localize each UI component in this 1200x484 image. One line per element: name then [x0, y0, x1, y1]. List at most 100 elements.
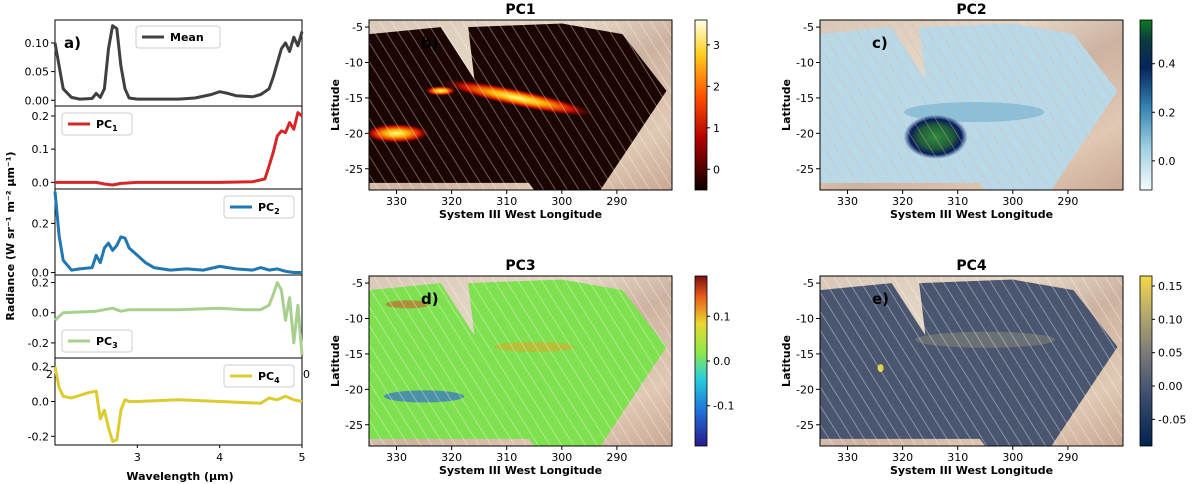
map-axes-map2	[819, 19, 1124, 191]
stray-tick-right: 0	[303, 368, 310, 381]
colorbar-tick-label: 0.0	[1158, 155, 1176, 168]
spectral-xtick-label: 5	[299, 451, 306, 464]
map-ytick-label: -20	[345, 383, 363, 396]
colorbar-tick-label: 0.2	[1158, 106, 1176, 119]
ytick-label: 0.2	[32, 110, 50, 123]
colorbar-tick-label: 3	[713, 39, 720, 52]
map-xtick-label: 330	[386, 195, 407, 208]
map-ytick-label: -10	[345, 313, 363, 326]
colorbar-tick-label: 0	[713, 163, 720, 176]
map-xtick-label: 310	[496, 451, 517, 464]
map-xtick-label: 290	[1057, 195, 1078, 208]
map-ytick-label: -15	[796, 92, 814, 105]
ytick-label: 0.1	[32, 143, 50, 156]
ytick-label: 0.2	[32, 217, 50, 230]
scan-stripes	[820, 20, 1123, 190]
ytick-label: 0.0	[32, 307, 50, 320]
map-axes-map3	[368, 275, 673, 447]
map-xtick-label: 310	[947, 195, 968, 208]
map-ytick-label: -10	[345, 57, 363, 70]
scan-stripes	[820, 276, 1123, 446]
map-ytick-label: -25	[345, 419, 363, 432]
series-line-pc2	[53, 191, 302, 274]
map-ytick-label: -25	[796, 163, 814, 176]
colorbar-tick-label: -0.05	[1158, 413, 1186, 426]
map-xtick-label: 310	[947, 451, 968, 464]
ytick-label: -0.2	[28, 430, 49, 443]
map-panel-map4: PC4 e) 330 320 310 300 290 -5 -10 -15 -20 -25 System…	[780, 258, 1186, 477]
ytick-label: 0.05	[25, 66, 50, 79]
map-x-label: System III West Longitude	[439, 464, 602, 477]
map-x-label: System III West Longitude	[890, 208, 1053, 221]
map-xtick-label: 330	[386, 451, 407, 464]
map-ytick-label: -5	[803, 277, 814, 290]
map-x-label: System III West Longitude	[890, 464, 1053, 477]
colorbar-tick-label: 0.00	[1158, 380, 1183, 393]
map-image-map3	[369, 276, 672, 446]
colorbar-tick-label: 0.1	[713, 310, 731, 323]
series-line-pc3	[53, 281, 304, 356]
map-xtick-label: 300	[551, 451, 572, 464]
ytick-label: 0.0	[32, 176, 50, 189]
legend-label-mean: Mean	[170, 31, 204, 44]
colorbar-tick-label: 0.4	[1158, 58, 1176, 71]
ytick-label: 0.0	[32, 396, 50, 409]
map-axes-map1	[368, 19, 673, 191]
map-xtick-label: 290	[606, 195, 627, 208]
map-xtick-label: 290	[606, 451, 627, 464]
map-y-label: Latitude	[780, 79, 793, 131]
map-image-map2	[820, 20, 1123, 190]
map-panel-map2: PC2 c) 330 320 310 300 290 -5 -10 -15 -20 -25 System…	[780, 2, 1176, 221]
spectral-panel-mean: 0.00 0.05 0.10 Mean a)	[25, 19, 304, 109]
map-panel-label-map3: d)	[421, 290, 439, 308]
map-ytick-label: -5	[803, 21, 814, 34]
colorbar-map3	[694, 275, 708, 447]
map-ytick-label: -15	[796, 348, 814, 361]
ytick-label: 0.10	[25, 37, 50, 50]
map-panel-label-map4: e)	[872, 290, 889, 308]
spectral-y-label: Radiance (W sr⁻¹ m⁻² μm⁻¹)	[4, 151, 17, 320]
colorbar-map1	[694, 19, 708, 191]
map-ytick-label: -20	[345, 127, 363, 140]
ytick-label: 0.2	[32, 277, 50, 290]
series-line-mean	[53, 24, 304, 101]
legend-box-pc1	[61, 112, 133, 136]
map-xtick-label: 300	[1002, 195, 1023, 208]
colorbar-tick-label: 0.0	[713, 355, 731, 368]
map-ytick-label: -15	[345, 348, 363, 361]
map-y-label: Latitude	[780, 335, 793, 387]
panel-label-a: a)	[64, 34, 81, 52]
spectral-xtick-label: 3	[134, 451, 141, 464]
map-axes-map4	[819, 275, 1124, 447]
colorbar-map2	[1139, 19, 1153, 191]
map-xtick-label: 320	[441, 195, 462, 208]
map-panel-label-map1: b)	[421, 34, 439, 52]
map-xtick-label: 320	[892, 451, 913, 464]
map-ytick-label: -5	[352, 277, 363, 290]
map-y-label: Latitude	[329, 335, 342, 387]
map-xtick-label: 330	[837, 195, 858, 208]
ytick-label: 0.0	[32, 267, 50, 280]
map-xtick-label: 330	[837, 451, 858, 464]
scan-stripes	[369, 20, 672, 190]
map-image-map1	[369, 20, 672, 190]
spectral-panels: Radiance (W sr⁻¹ m⁻² μm⁻¹) Wavelength (μ…	[4, 19, 310, 483]
map-ytick-label: -10	[796, 313, 814, 326]
legend-box-pc2	[223, 195, 295, 219]
map-xtick-label: 310	[496, 195, 517, 208]
ytick-label: 0.00	[25, 94, 50, 107]
map-image-map4	[820, 276, 1123, 446]
map-xtick-label: 290	[1057, 451, 1078, 464]
map-panel-label-map2: c)	[872, 34, 888, 52]
series-line-pc4	[53, 366, 303, 443]
map-ytick-label: -20	[796, 127, 814, 140]
ytick-label: 0.2	[32, 361, 50, 374]
map-x-label: System III West Longitude	[439, 208, 602, 221]
colorbar-tick-label: -0.1	[713, 400, 734, 413]
map-y-label: Latitude	[329, 79, 342, 131]
stray-tick-left: 2	[46, 368, 53, 381]
